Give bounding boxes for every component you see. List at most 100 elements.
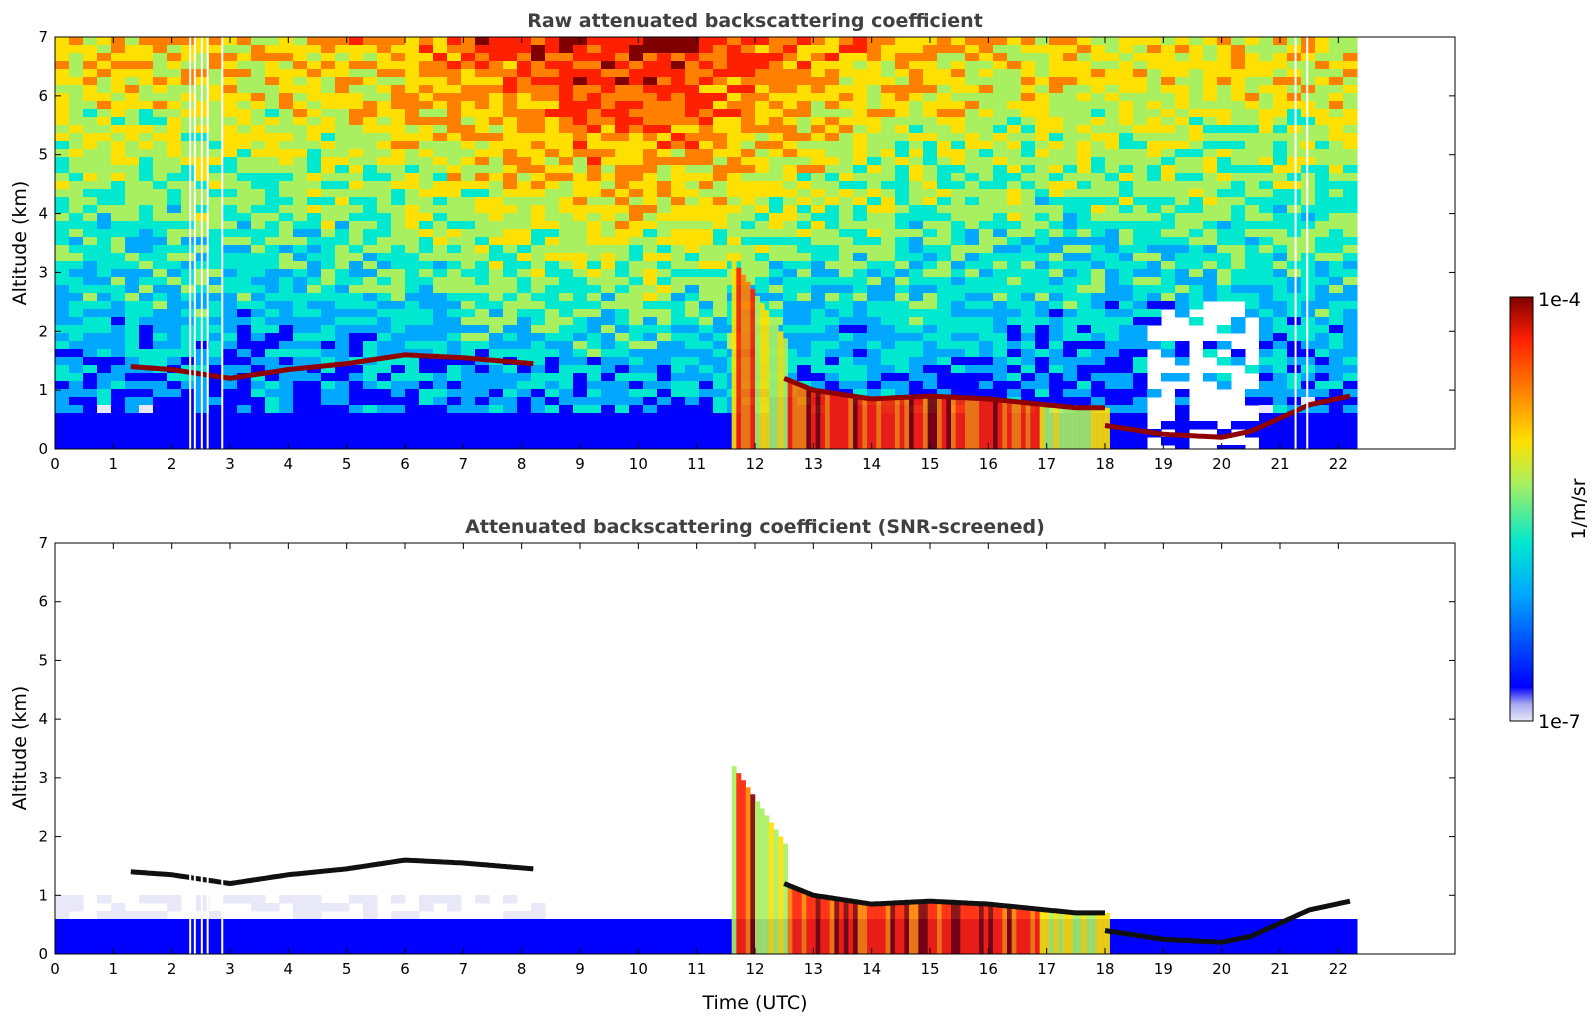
- backscatter-cell: [349, 397, 364, 406]
- backscatter-cell: [489, 133, 504, 142]
- backscatter-cell: [265, 277, 280, 286]
- backscatter-cell: [769, 77, 784, 86]
- backscatter-cell: [965, 373, 980, 382]
- backscatter-cell: [1259, 397, 1274, 406]
- x-tick-label: 7: [459, 455, 469, 473]
- backscatter-cell: [699, 109, 714, 118]
- backscatter-cell: [727, 205, 742, 214]
- backscatter-cell: [223, 109, 238, 118]
- backscatter-cell: [167, 381, 182, 390]
- backscatter-cell: [713, 429, 728, 438]
- backscatter-cell: [153, 895, 168, 904]
- backscatter-cell: [783, 221, 798, 230]
- backscatter-cell: [587, 205, 602, 214]
- backscatter-cell: [1217, 45, 1232, 54]
- backscatter-cell: [181, 93, 196, 102]
- backscatter-cell: [1203, 197, 1218, 206]
- backscatter-cell: [335, 141, 350, 150]
- backscatter-cell: [363, 197, 378, 206]
- backscatter-cell: [755, 293, 770, 302]
- backscatter-cell: [419, 69, 434, 78]
- backscatter-cell: [1077, 293, 1092, 302]
- backscatter-cell: [55, 943, 70, 952]
- backscatter-cell: [433, 237, 448, 246]
- backscatter-cell: [209, 349, 224, 358]
- backscatter-cell: [937, 141, 952, 150]
- backscatter-cell: [965, 381, 980, 390]
- backscatter-cell: [1091, 213, 1106, 222]
- backscatter-cell: [755, 245, 770, 254]
- backscatter-cell: [1049, 149, 1064, 158]
- backscatter-cell: [811, 125, 826, 134]
- backscatter-cell: [1077, 373, 1092, 382]
- backscatter-cell: [111, 301, 126, 310]
- backscatter-cell: [181, 421, 196, 430]
- backscatter-cell: [1287, 85, 1302, 94]
- backscatter-cell: [97, 221, 112, 230]
- backscatter-cell: [825, 101, 840, 110]
- backscatter-cell: [937, 181, 952, 190]
- backscatter-cell: [531, 389, 546, 398]
- backscatter-cell: [1315, 133, 1330, 142]
- backscatter-cell: [377, 133, 392, 142]
- backscatter-cell: [629, 437, 644, 446]
- backscatter-cell: [867, 117, 882, 126]
- backscatter-cell: [615, 181, 630, 190]
- backscatter-cell: [1231, 261, 1246, 270]
- backscatter-cell: [1007, 149, 1022, 158]
- backscatter-cell: [643, 205, 658, 214]
- backscatter-cell: [69, 341, 84, 350]
- backscatter-cell: [125, 261, 140, 270]
- backscatter-cell: [447, 397, 462, 406]
- backscatter-cell: [993, 381, 1008, 390]
- backscatter-cell: [1119, 341, 1134, 350]
- backscatter-cell: [881, 61, 896, 70]
- backscatter-cell: [1245, 245, 1260, 254]
- backscatter-cell: [1091, 141, 1106, 150]
- backscatter-cell: [321, 269, 336, 278]
- backscatter-cell: [1119, 421, 1134, 430]
- backscatter-cell: [1035, 301, 1050, 310]
- backscatter-cell: [1343, 85, 1358, 94]
- backscatter-cell: [685, 253, 700, 262]
- backscatter-cell: [1133, 237, 1148, 246]
- y-tick-label: 1: [38, 381, 48, 399]
- backscatter-cell: [1119, 221, 1134, 230]
- backscatter-cell: [699, 309, 714, 318]
- backscatter-cell: [1119, 69, 1134, 78]
- backscatter-cell: [167, 341, 182, 350]
- backscatter-cell: [153, 927, 168, 936]
- backscatter-cell: [657, 45, 672, 54]
- backscatter-cell: [965, 205, 980, 214]
- backscatter-cell: [1287, 293, 1302, 302]
- backscatter-cell: [447, 325, 462, 334]
- backscatter-cell: [1091, 237, 1106, 246]
- backscatter-cell: [1315, 45, 1330, 54]
- backscatter-cell: [1105, 317, 1120, 326]
- backscatter-cell: [363, 429, 378, 438]
- backscatter-cell: [671, 197, 686, 206]
- backscatter-cell: [111, 405, 126, 414]
- panel2-title: Attenuated backscattering coefficient (S…: [465, 516, 1045, 538]
- backscatter-cell: [699, 189, 714, 198]
- backscatter-cell: [293, 333, 308, 342]
- backscatter-cell: [139, 165, 154, 174]
- backscatter-cell: [867, 213, 882, 222]
- backscatter-cell: [167, 397, 182, 406]
- backscatter-cell: [615, 173, 630, 182]
- backscatter-cell: [615, 149, 630, 158]
- backscatter-cell: [811, 357, 826, 366]
- backscatter-cell: [251, 173, 266, 182]
- backscatter-cell: [909, 101, 924, 110]
- backscatter-cell: [1147, 69, 1162, 78]
- backscatter-cell: [55, 229, 70, 238]
- backscatter-cell: [293, 197, 308, 206]
- backscatter-cell: [503, 77, 518, 86]
- backscatter-cell: [223, 205, 238, 214]
- backscatter-cell: [587, 53, 602, 62]
- backscatter-cell: [1091, 389, 1106, 398]
- backscatter-cell: [419, 261, 434, 270]
- backscatter-cell: [545, 333, 560, 342]
- backscatter-cell: [559, 181, 574, 190]
- backscatter-cell: [797, 261, 812, 270]
